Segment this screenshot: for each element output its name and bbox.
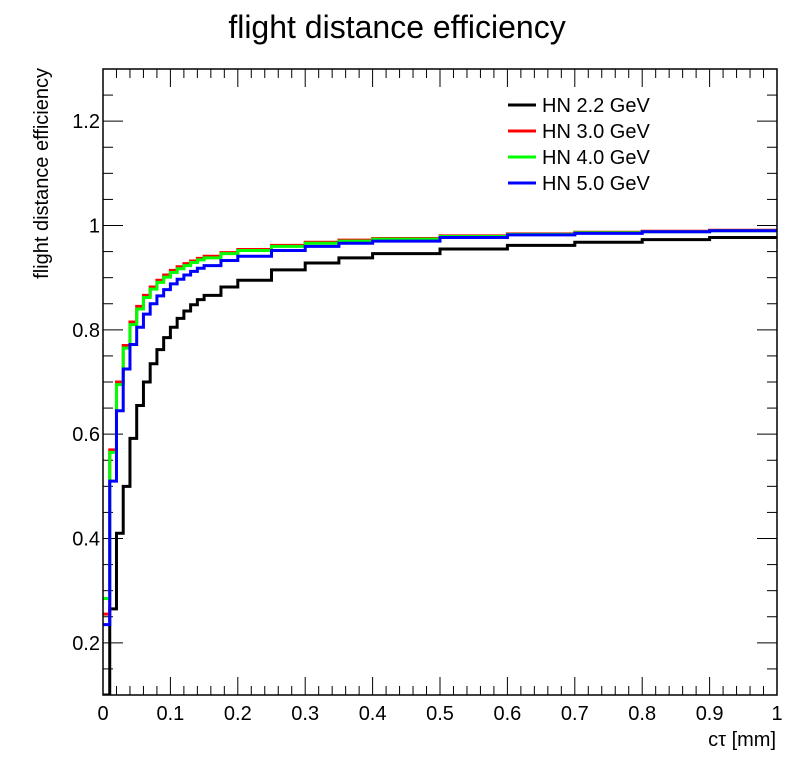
- x-tick-label: 0.2: [224, 703, 252, 725]
- y-axis-title: flight distance efficiency: [31, 68, 53, 279]
- legend-label: HN 5.0 GeV: [542, 173, 650, 195]
- x-tick-label: 1: [771, 703, 782, 725]
- x-tick-label: 0.9: [696, 703, 724, 725]
- legend-label: HN 2.2 GeV: [542, 95, 650, 117]
- y-tick-label: 0.4: [72, 529, 100, 551]
- legend-label: HN 3.0 GeV: [542, 121, 650, 143]
- y-tick-label: 1.2: [72, 111, 100, 133]
- x-tick-label: 0.3: [291, 703, 319, 725]
- plot-frame: [102, 68, 778, 696]
- x-axis-title: cτ [mm]: [708, 729, 776, 751]
- legend: HN 2.2 GeV HN 3.0 GeV HN 4.0 GeV HN 5.0 GeV: [508, 95, 650, 195]
- y-tick-label: 0.6: [72, 424, 100, 446]
- y-tick-label: 1: [89, 216, 100, 238]
- x-tick-label: 0.7: [561, 703, 589, 725]
- x-tick-label: 0: [97, 703, 108, 725]
- series-line-4: [103, 229, 777, 627]
- series-line-1: [103, 235, 777, 695]
- chart-title: flight distance efficiency: [228, 9, 565, 45]
- x-tick-label: 0.4: [359, 703, 387, 725]
- y-tick-label: 0.8: [72, 320, 100, 342]
- x-tick-label: 0.1: [156, 703, 184, 725]
- legend-label: HN 4.0 GeV: [542, 147, 650, 169]
- x-tick-label: 0.8: [628, 703, 656, 725]
- series-lines: [103, 228, 777, 695]
- x-tick-label: 0.6: [493, 703, 521, 725]
- x-tick-label: 0.5: [426, 703, 454, 725]
- y-tick-label: 0.2: [72, 633, 100, 655]
